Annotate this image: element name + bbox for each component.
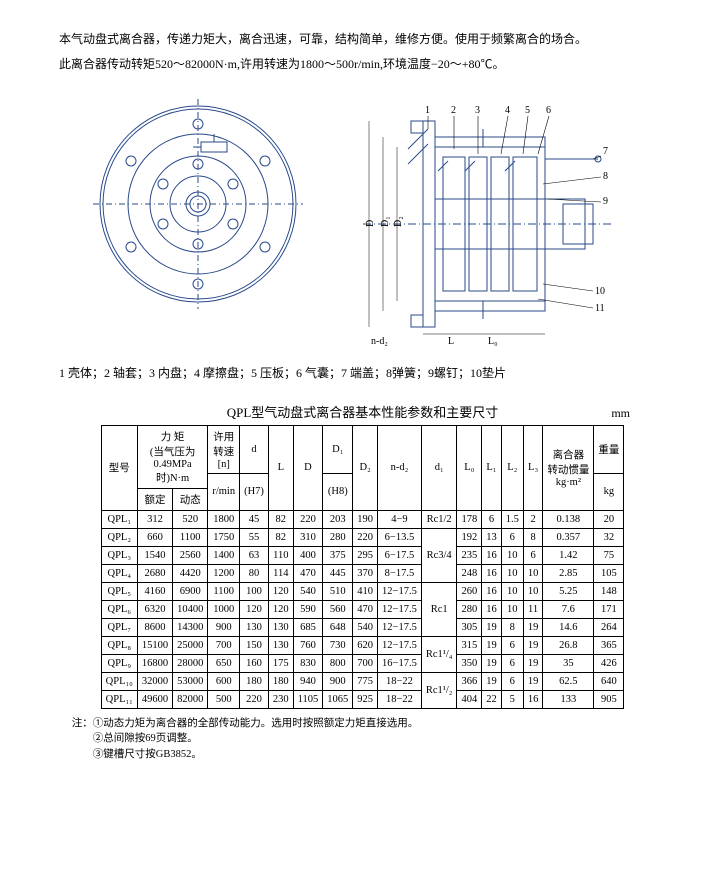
th-D1-h8: (H8) (323, 473, 353, 510)
th-L: L (268, 425, 293, 510)
svg-text:2: 2 (451, 105, 456, 116)
svg-text:4: 4 (505, 105, 510, 116)
svg-text:D: D (365, 220, 376, 227)
th-L2: L₂ (501, 425, 523, 510)
th-d: d (240, 425, 269, 473)
svg-text:1: 1 (425, 105, 430, 116)
th-torque-dyn: 动态 (173, 488, 208, 510)
th-D1: D₁ (323, 425, 353, 473)
table-row: QPL₁312520180045822202031904−9Rc1/217861… (101, 510, 624, 528)
th-D: D (293, 425, 323, 510)
svg-text:D₂: D₂ (393, 217, 404, 228)
th-d1: d₁ (421, 425, 457, 510)
th-inertia: 离合器 转动惯量 kg·m² (543, 425, 594, 510)
table-title: QPL型气动盘式离合器基本性能参数和主要尺寸 mm (35, 402, 690, 421)
note-3: ③键槽尺寸按GB3852。 (72, 748, 690, 763)
note-1: 注：①动态力矩为离合器的全部传动能力。选用时按照额定力矩直接选用。 (72, 717, 690, 732)
th-L1: L₁ (482, 425, 502, 510)
th-model: 型号 (101, 425, 137, 510)
th-L3: L₃ (523, 425, 543, 510)
parts-legend: 1 壳体；2 轴套；3 内盘；4 摩擦盘；5 压板；6 气囊；7 端盖；8弹簧；… (35, 364, 690, 383)
table-row: QPL₂6601100175055823102802206−13.5Rc3/41… (101, 528, 624, 546)
table-row: QPL₇86001430090013013068564854012−17.530… (101, 618, 624, 636)
svg-text:6: 6 (546, 105, 551, 116)
svg-text:11: 11 (595, 303, 605, 314)
table-notes: 注：①动态力矩为离合器的全部传动能力。选用时按照额定力矩直接选用。 ②总间隙按6… (35, 717, 690, 763)
svg-text:10: 10 (595, 286, 605, 297)
diagram-section-view: 1 2 3 4 5 6 7 8 9 10 11 D D₁ D₂ L L₀ n-d… (333, 99, 633, 349)
intro-paragraph-2: 此离合器传动转矩520～82000N·m,许用转速为1800～500r/min,… (35, 55, 690, 74)
svg-text:L₀: L₀ (488, 336, 498, 347)
svg-text:n-d₂: n-d₂ (371, 336, 388, 347)
svg-text:L: L (448, 336, 454, 347)
th-torque-rated: 额定 (137, 488, 172, 510)
svg-text:D₁: D₁ (380, 217, 391, 228)
th-d-h7: (H7) (240, 473, 269, 510)
th-weight-unit: kg (594, 473, 624, 510)
table-row: QPL₅41606900110010012054051041012−17.5Rc… (101, 582, 624, 600)
table-row: QPL₉168002800065016017583080070016−17.53… (101, 654, 624, 672)
table-row: QPL₁₀320005300060018018094090077518−22Rc… (101, 672, 624, 690)
note-2: ②总间隙按69页调整。 (72, 732, 690, 747)
th-weight: 重量 (594, 425, 624, 473)
figure-area: 1 2 3 4 5 6 7 8 9 10 11 D D₁ D₂ L L₀ n-d… (35, 99, 690, 349)
table-unit: mm (611, 406, 630, 421)
svg-text:3: 3 (475, 105, 480, 116)
th-speed-unit: r/min (208, 473, 240, 510)
spec-table: 型号 力 矩 (当气压为 0.49MPa 时)N·m 许用 转速 [n] d L… (101, 425, 625, 709)
svg-text:8: 8 (603, 171, 608, 182)
table-row: QPL₈151002500070015013076073062012−17.5R… (101, 636, 624, 654)
th-L0: L₀ (457, 425, 482, 510)
th-nd2: n-d₂ (378, 425, 422, 510)
table-row: QPL₃154025601400631104003752956−17.52351… (101, 546, 624, 564)
callout-labels: 1 2 3 4 5 6 7 8 9 10 11 (425, 105, 608, 314)
th-D2: D₂ (353, 425, 378, 510)
diagram-front-view (93, 99, 303, 309)
table-row: QPL₁₁49600820005002202301105106592518−22… (101, 690, 624, 708)
svg-text:5: 5 (525, 105, 530, 116)
svg-text:9: 9 (603, 196, 608, 207)
intro-paragraph-1: 本气动盘式离合器，传递力矩大，离合迅速，可靠，结构简单，维修方便。使用于频繁离合… (35, 30, 690, 49)
table-row: QPL₆632010400100012012059056047012−17.52… (101, 600, 624, 618)
th-torque: 力 矩 (当气压为 0.49MPa 时)N·m (137, 425, 208, 488)
th-speed: 许用 转速 [n] (208, 425, 240, 473)
table-row: QPL₄268044201200801144704453708−17.52481… (101, 564, 624, 582)
svg-text:7: 7 (603, 146, 608, 157)
